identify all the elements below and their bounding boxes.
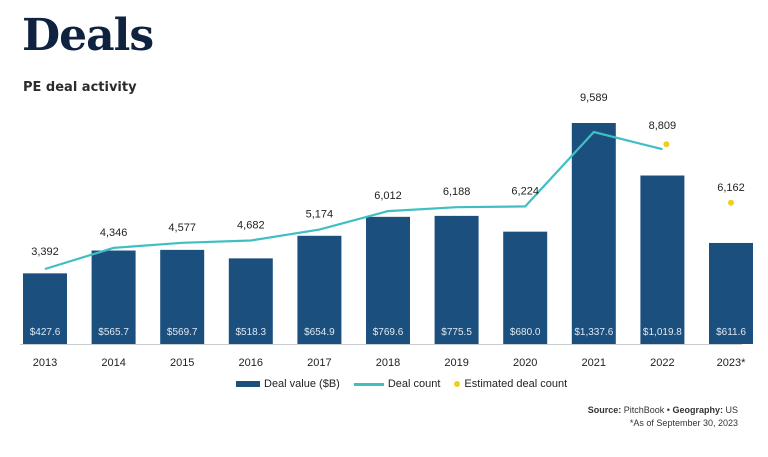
bar-value-label: $769.6 [373, 327, 404, 338]
estimated-count-point [728, 199, 734, 206]
legend-item-estimated: Estimated deal count [454, 378, 567, 390]
legend: Deal value ($B) Deal count Estimated dea… [236, 378, 567, 390]
bar [571, 123, 616, 344]
source-value: PitchBook [623, 405, 665, 415]
geography-value: US [725, 405, 738, 415]
deal-count-label: 9,589 [580, 92, 608, 104]
bar-value-label: $427.6 [30, 327, 61, 338]
legend-label: Estimated deal count [464, 378, 568, 390]
x-tick-label: 2021 [582, 357, 606, 369]
x-tick-label: 2023* [717, 357, 746, 369]
deal-count-label: 6,188 [443, 186, 471, 198]
bar [366, 216, 410, 344]
bar-value-label: $680.0 [510, 327, 541, 338]
legend-bar-swatch [236, 381, 260, 387]
source-note: Source: PitchBook • Geography: US *As of… [588, 404, 738, 430]
estimated-count-label: 6,162 [717, 182, 745, 194]
x-tick-label: 2017 [307, 357, 331, 369]
x-tick-label: 2013 [33, 357, 57, 369]
bar-value-label: $1,019.8 [643, 327, 682, 338]
legend-label: Deal count [387, 378, 441, 390]
x-tick-label: 2016 [239, 357, 263, 369]
geography-label: Geography: [672, 405, 723, 415]
legend-item-deal-count: Deal count [353, 378, 441, 390]
legend-line-swatch [353, 382, 384, 386]
bar [503, 231, 548, 344]
bar-value-label: $775.5 [441, 327, 472, 338]
chart: $427.6 2013 $565.7 2014 $569.7 2015 $518.3 2016… [20, 92, 753, 369]
bar [709, 242, 753, 344]
legend-label: Deal value ($B) [264, 378, 340, 390]
x-tick-label: 2018 [376, 357, 400, 369]
chart-subtitle: PE deal activity [23, 80, 137, 95]
bar-value-label: $518.3 [236, 327, 267, 338]
bar [434, 215, 479, 344]
bar [297, 235, 342, 344]
bar [91, 250, 136, 344]
deal-count-label: 6,012 [374, 190, 402, 202]
deal-count-label: 8,809 [649, 120, 677, 132]
footnote: *As of September 30, 2023 [629, 418, 738, 428]
deal-count-line [44, 130, 663, 271]
bar [640, 175, 685, 344]
deal-count-label: 3,392 [31, 246, 59, 258]
bar-value-label: $654.9 [304, 327, 335, 338]
estimated-count-point [663, 141, 670, 148]
x-tick-label: 2015 [170, 357, 194, 369]
deal-count-label: 6,224 [511, 185, 539, 197]
legend-item-deal-value: Deal value ($B) [236, 378, 340, 390]
deal-count-label: 4,682 [237, 219, 265, 231]
bar [23, 273, 67, 344]
x-tick-label: 2020 [513, 357, 537, 369]
bar [160, 249, 205, 344]
bar-value-label: $569.7 [167, 327, 198, 338]
bar-value-label: $565.7 [98, 327, 129, 338]
separator: • [666, 405, 670, 415]
page-title: Deals [22, 10, 154, 61]
deal-count-label: 4,346 [100, 227, 128, 239]
source-label: Source: [587, 405, 622, 415]
bar-value-label: $611.6 [716, 327, 746, 338]
legend-dot-swatch [454, 381, 461, 387]
x-tick-label: 2019 [444, 357, 468, 369]
deal-count-label: 4,577 [168, 222, 196, 234]
deal-count-label: 5,174 [306, 209, 334, 221]
x-tick-label: 2022 [650, 357, 674, 369]
bar-value-label: $1,337.6 [574, 327, 613, 338]
x-tick-label: 2014 [101, 357, 125, 369]
bar [228, 258, 273, 344]
